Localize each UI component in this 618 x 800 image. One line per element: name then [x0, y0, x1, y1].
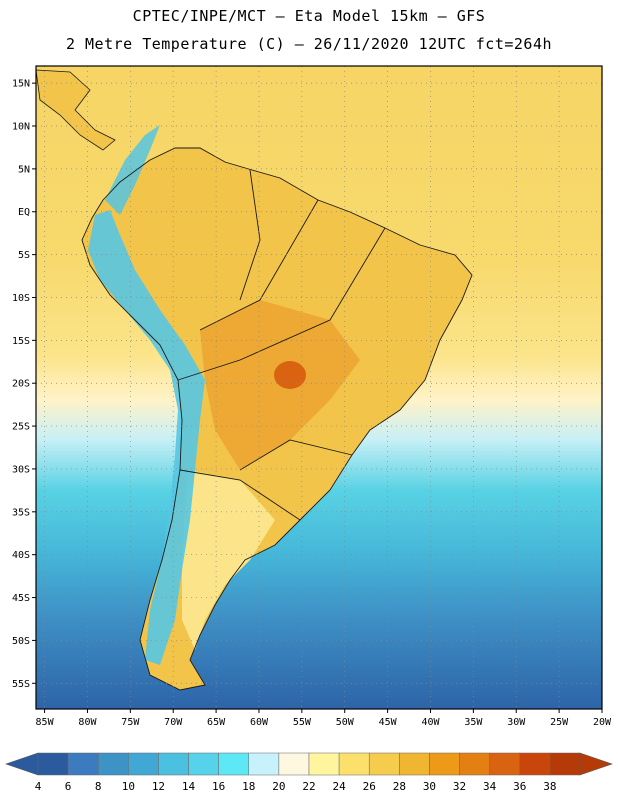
colorbar-value-label: 6 [65, 780, 72, 793]
graticule [36, 66, 602, 709]
southern-cone-land [182, 470, 275, 650]
colombia-andes-cold [105, 125, 160, 215]
latitude-label: 25S [12, 422, 30, 433]
colorbar-value-label: 36 [513, 780, 526, 793]
hotspot-chaco [274, 361, 306, 389]
colorbar-segment [248, 752, 280, 776]
temperature-color-scale: 4 6 8 10 12 14 16 18 20 22 24 26 28 30 32 34 36 38 [5, 752, 613, 793]
colorbar-segment [278, 752, 310, 776]
colorbar-value-label: 22 [302, 780, 315, 793]
colorbar-value-label: 30 [423, 780, 436, 793]
colorbar-segment [37, 752, 69, 776]
coastline-borders [81, 147, 473, 691]
latitude-label: 45S [12, 593, 30, 604]
latitude-label: 20S [12, 379, 30, 390]
latitude-label: 35S [12, 507, 30, 518]
colorbar-segment [549, 752, 581, 776]
longitude-label: 80W [78, 717, 97, 728]
latitude-label: 50S [12, 636, 30, 647]
longitude-label: 30W [507, 717, 526, 728]
colorbar-high-arrow [579, 752, 613, 776]
colorbar-value-label: 28 [393, 780, 406, 793]
colorbar-segment [128, 752, 159, 776]
latitude-label: 40S [12, 550, 30, 561]
longitude-label: 45W [379, 717, 398, 728]
latitude-label: 10S [12, 293, 30, 304]
colorbar-value-label: 12 [152, 780, 165, 793]
longitude-axis: 85W 80W 75W 70W 65W 60W 55W 50W 45W 40W 35W 30W 25W 2… [36, 709, 612, 728]
longitude-label: 20W [593, 717, 612, 728]
colorbar-value-label: 34 [483, 780, 497, 793]
latitude-label: 5S [18, 250, 30, 261]
longitude-label: 60W [250, 717, 269, 728]
map-border [35, 65, 603, 710]
colorbar-value-label: 38 [543, 780, 556, 793]
longitude-label: 65W [207, 717, 226, 728]
andes-cold-band [88, 210, 205, 665]
colorbar-segment [368, 752, 400, 776]
longitude-label: 75W [121, 717, 140, 728]
colorbar-segment [519, 752, 551, 776]
colorbar-value-label: 14 [182, 780, 196, 793]
colorbar-value-label: 32 [453, 780, 466, 793]
longitude-label: 40W [421, 717, 440, 728]
colorbar-segment [218, 752, 250, 776]
central-america-land [36, 69, 116, 151]
colorbar-segment [158, 752, 189, 776]
colorbar-segment [338, 752, 370, 776]
map-title-line-2: 2 Metre Temperature (C) – 26/11/2020 12U… [65, 35, 553, 53]
colorbar-segment [67, 752, 99, 776]
colorbar-segment [97, 752, 129, 776]
colorbar-segment [399, 752, 430, 776]
latitude-label: 5N [18, 164, 30, 175]
latitude-label: 10N [12, 122, 30, 133]
colorbar-value-label: 26 [363, 780, 376, 793]
latitude-label: 15S [12, 336, 30, 347]
temperature-field [36, 66, 602, 709]
colorbar-value-label: 24 [332, 780, 346, 793]
colorbar-value-label: 18 [242, 780, 255, 793]
colorbar-low-arrow [5, 752, 39, 776]
latitude-label: 55S [12, 679, 30, 690]
colorbar-value-label: 20 [272, 780, 285, 793]
longitude-label: 55W [293, 717, 312, 728]
colorbar-segment [308, 752, 340, 776]
latitude-label: 15N [12, 79, 30, 90]
map-title-line-1: CPTEC/INPE/MCT – Eta Model 15km – GFS [132, 7, 486, 25]
colorbar-value-label: 4 [35, 780, 42, 793]
longitude-label: 35W [464, 717, 483, 728]
longitude-label: 25W [550, 717, 569, 728]
longitude-label: 70W [164, 717, 183, 728]
latitude-axis: 15N 10N 5N EQ 5S 10S 15S 20S 25S 30S 35S 40S 45S 50S 5… [12, 79, 36, 690]
longitude-label: 85W [36, 717, 55, 728]
latitude-label: EQ [18, 207, 30, 218]
colorbar-segment [188, 752, 219, 776]
colorbar-segment [489, 752, 521, 776]
colorbar-value-label: 8 [95, 780, 102, 793]
colorbar-segment [459, 752, 490, 776]
colorbar-segment [429, 752, 460, 776]
colorbar-value-label: 10 [122, 780, 135, 793]
latitude-label: 30S [12, 464, 30, 475]
longitude-label: 50W [336, 717, 355, 728]
colorbar-value-label: 16 [212, 780, 225, 793]
